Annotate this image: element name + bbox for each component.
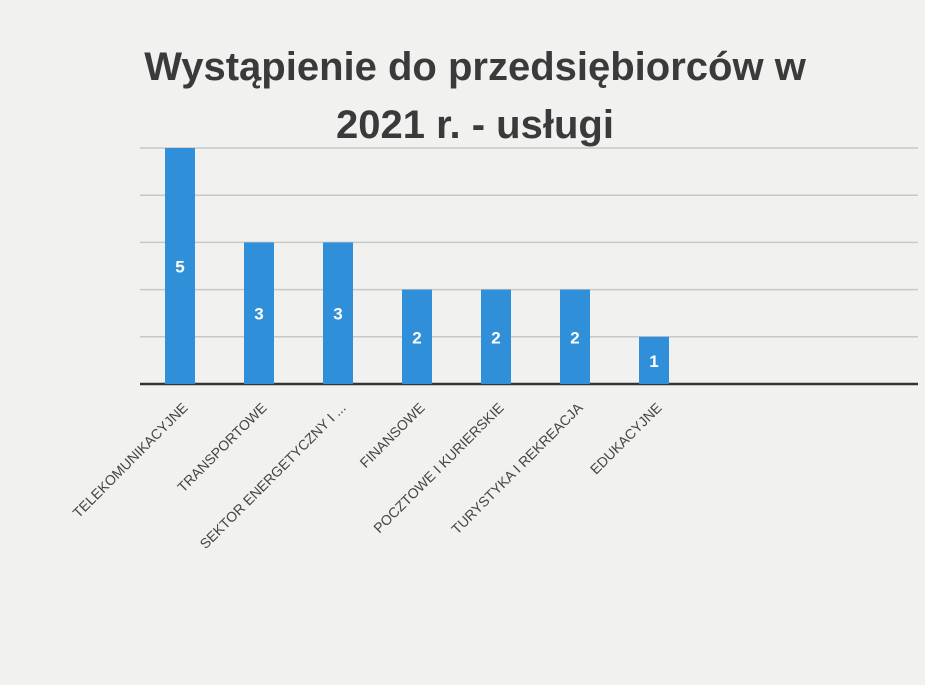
value-label: 3 <box>254 305 263 324</box>
chart-title: Wystąpienie do przedsiębiorców w 2021 r.… <box>144 45 806 147</box>
value-label: 2 <box>491 328 500 347</box>
x-tick-label: POCZTOWE I KURIERSKIE <box>370 399 507 536</box>
value-label: 2 <box>570 328 579 347</box>
bar <box>402 289 432 384</box>
value-label: 1 <box>649 352 658 371</box>
bar <box>560 289 590 384</box>
bar <box>165 148 195 384</box>
x-tick-label: TURYSTYKA I REKREACJA <box>448 399 586 537</box>
value-label: 2 <box>412 328 421 347</box>
x-tick-label: EDUKACYJNE <box>587 399 665 477</box>
bar <box>639 336 669 384</box>
x-tick-label: TELEKOMUNIKACYJNE <box>69 399 190 520</box>
bar <box>244 242 274 384</box>
value-label: 3 <box>333 305 342 324</box>
bar <box>323 242 353 384</box>
x-tick-label: SEKTOR ENERGETYCZNY I ... <box>196 399 348 551</box>
x-tick-label: FINANSOWE <box>356 399 427 470</box>
bar <box>481 289 511 384</box>
value-label: 5 <box>175 257 184 276</box>
